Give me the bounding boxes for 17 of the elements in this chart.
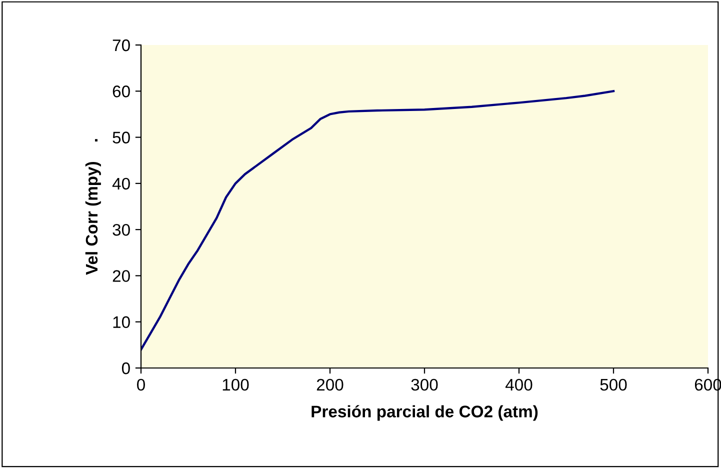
x-tick-label: 400: [505, 378, 532, 391]
x-tick-label: 300: [411, 378, 438, 391]
y-axis-title: Vel Corr (mpy) .: [85, 139, 101, 275]
x-tick-label: 200: [316, 378, 344, 391]
x-tick-label: 100: [222, 378, 249, 391]
x-tick-label: 500: [600, 378, 627, 391]
y-tick-label: 50: [112, 132, 130, 144]
y-tick-label: 60: [112, 86, 130, 98]
y-tick-label: 70: [112, 39, 130, 52]
y-tick-label: 0: [122, 362, 130, 374]
y-tick-label: 10: [113, 316, 130, 328]
x-axis-title: Presión parcial de CO2 (atm): [312, 405, 538, 421]
y-tick-label: 20: [112, 270, 130, 282]
line-series: [141, 90, 615, 351]
y-tick-label: 30: [112, 224, 130, 236]
y-tick-label: 40: [112, 178, 130, 190]
x-tick-label: 0: [137, 378, 145, 391]
